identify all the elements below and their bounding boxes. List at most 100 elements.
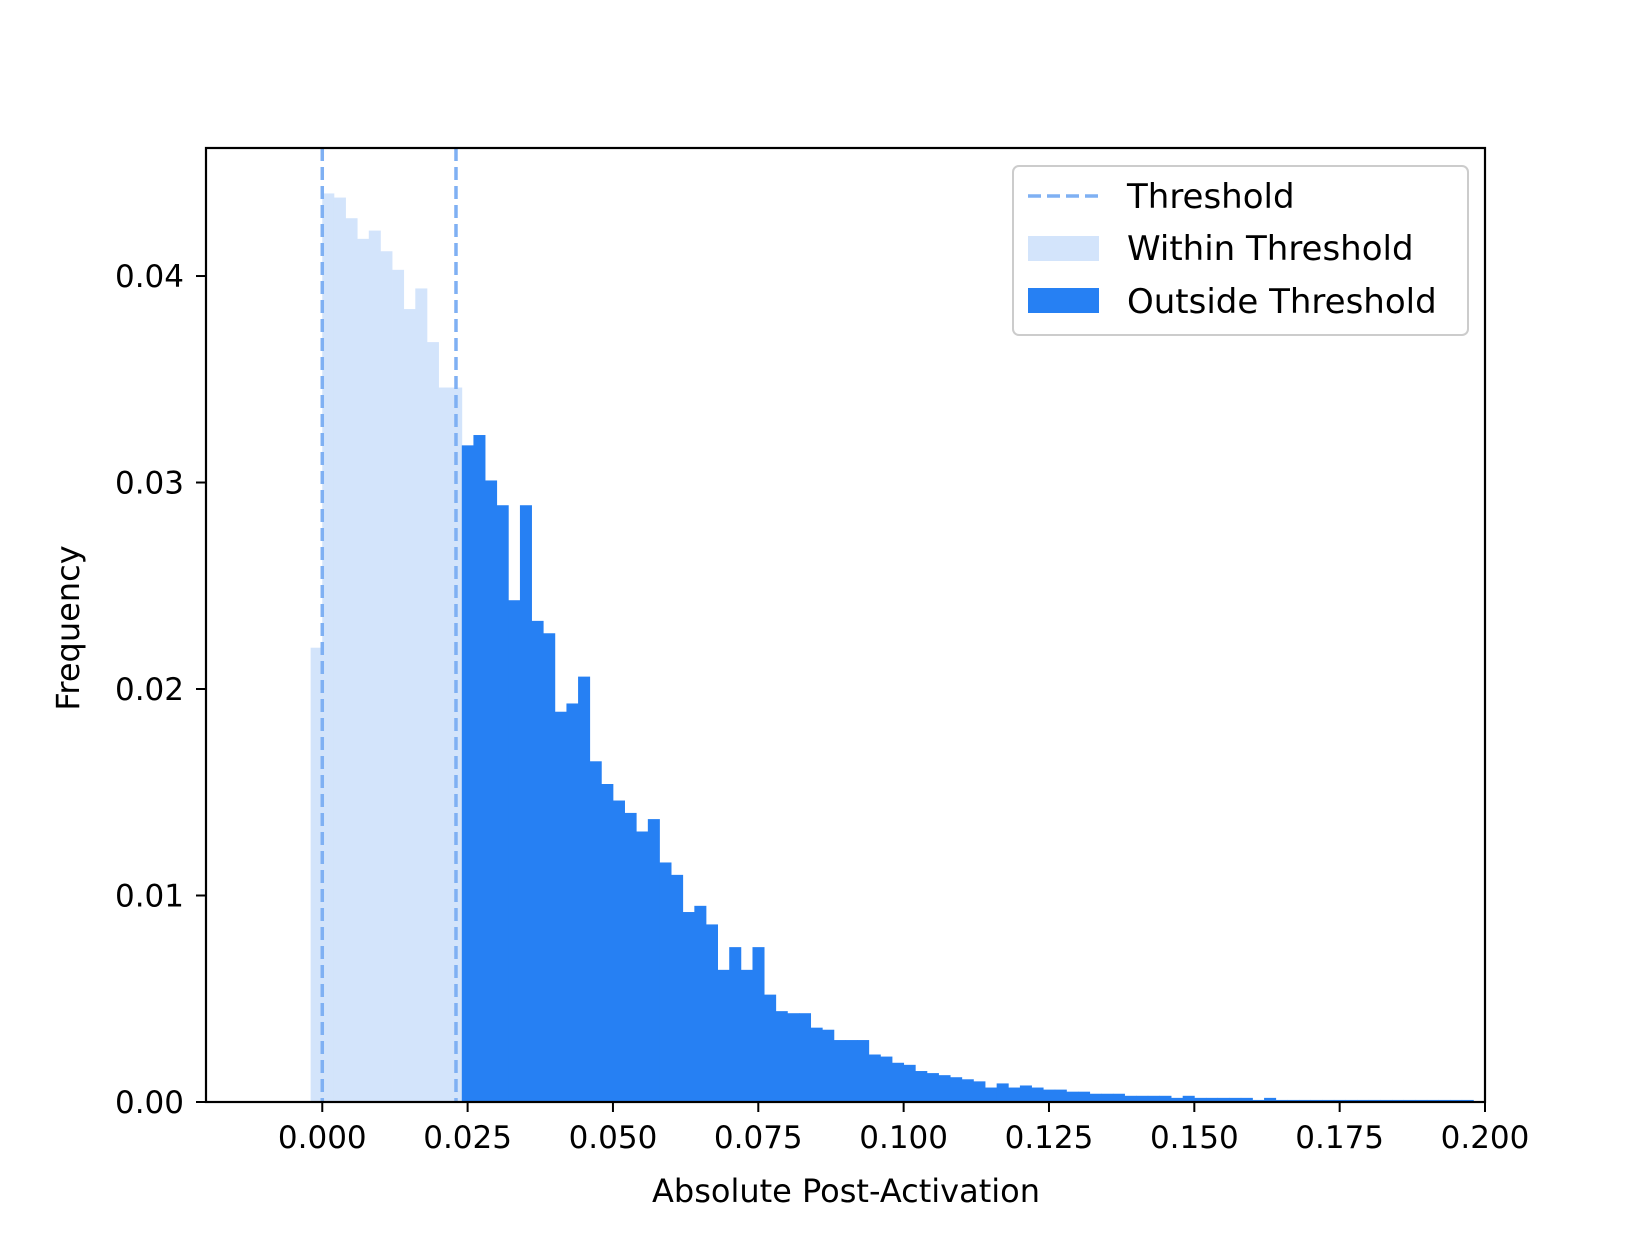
threshold-lines-layer	[320, 148, 458, 1102]
outside-threshold-bar	[612, 800, 625, 1102]
outside-threshold-bar	[496, 505, 509, 1102]
outside-threshold-bar	[519, 505, 532, 1102]
outside-threshold-bar	[926, 1073, 939, 1102]
outside-threshold-bar	[810, 1027, 823, 1102]
outside-threshold-bar	[578, 676, 591, 1102]
outside-threshold-bar	[985, 1087, 998, 1102]
legend-label-threshold: Threshold	[1126, 177, 1295, 217]
within-threshold-bar	[357, 238, 370, 1102]
outside-threshold-bar	[775, 1011, 788, 1102]
within-threshold-bar	[380, 251, 393, 1102]
outside-threshold-bar	[589, 761, 602, 1102]
outside-threshold-bar	[1066, 1091, 1079, 1102]
legend-outside-swatch	[1028, 288, 1099, 313]
x-tick-label: 0.150	[1150, 1120, 1239, 1156]
outside-threshold-bar	[671, 874, 684, 1102]
outside-threshold-bar	[1078, 1091, 1091, 1102]
y-axis-ticks: 0.00 0.01 0.02 0.03 0.04	[115, 259, 206, 1121]
legend-label-outside: Outside Threshold	[1127, 282, 1437, 322]
within-threshold-bar	[310, 647, 323, 1102]
within-threshold-bar	[403, 309, 416, 1102]
x-axis-label: Absolute Post-Activation	[652, 1172, 1040, 1210]
outside-threshold-bar	[1205, 1097, 1218, 1102]
outside-threshold-bar	[950, 1077, 963, 1102]
outside-threshold-bar	[1147, 1095, 1160, 1102]
outside-threshold-bar	[566, 703, 579, 1102]
outside-threshold-bar	[624, 812, 637, 1102]
outside-threshold-bar	[740, 969, 753, 1102]
outside-threshold-bar	[694, 905, 707, 1102]
outside-threshold-bar	[659, 862, 672, 1102]
outside-threshold-bar	[996, 1083, 1009, 1102]
x-tick-label: 0.200	[1441, 1120, 1530, 1156]
outside-threshold-bar	[868, 1054, 881, 1102]
outside-threshold-bar	[1217, 1097, 1230, 1102]
bars-layer	[310, 193, 1474, 1103]
outside-threshold-bar	[1182, 1095, 1195, 1102]
outside-threshold-bar	[1089, 1093, 1102, 1102]
outside-threshold-bar	[845, 1040, 858, 1102]
outside-threshold-bar	[938, 1075, 951, 1102]
outside-threshold-bar	[752, 947, 765, 1102]
outside-threshold-bar	[880, 1056, 893, 1102]
outside-threshold-bar	[798, 1013, 812, 1102]
outside-threshold-bar	[682, 912, 695, 1102]
y-tick-label: 0.00	[115, 1085, 184, 1121]
outside-threshold-bar	[857, 1040, 870, 1102]
within-threshold-bar	[345, 218, 358, 1103]
y-tick-label: 0.03	[115, 466, 184, 502]
x-tick-label: 0.125	[1005, 1120, 1094, 1156]
x-tick-label: 0.025	[423, 1120, 512, 1156]
outside-threshold-bar	[1054, 1089, 1067, 1102]
x-axis-ticks: 0.000 0.025 0.050 0.075 0.100 0.125 0.150 0.175…	[278, 1102, 1529, 1156]
legend: Threshold Within Threshold Outside Thres…	[1012, 165, 1469, 336]
outside-threshold-bar	[1019, 1085, 1032, 1102]
legend-within-swatch	[1028, 236, 1099, 261]
axes-frame	[204, 146, 1487, 1104]
outside-threshold-bar	[903, 1064, 916, 1102]
x-tick-label: 0.100	[859, 1120, 948, 1156]
outside-threshold-bar	[1112, 1093, 1125, 1102]
outside-threshold-bar	[1229, 1097, 1242, 1102]
outside-threshold-bar	[485, 480, 498, 1102]
x-tick-label: 0.075	[714, 1120, 803, 1156]
outside-threshold-bar	[1008, 1087, 1021, 1102]
within-threshold-bar	[392, 269, 405, 1102]
y-tick-label: 0.02	[115, 672, 184, 708]
outside-threshold-bar	[1159, 1095, 1172, 1102]
outside-threshold-bar	[717, 969, 730, 1102]
outside-threshold-bar	[473, 435, 486, 1102]
outside-threshold-bar	[601, 784, 614, 1102]
outside-threshold-bar	[647, 819, 660, 1102]
outside-threshold-bar	[461, 445, 474, 1102]
outside-threshold-bar	[729, 947, 742, 1102]
legend-label-within: Within Threshold	[1127, 229, 1414, 269]
outside-threshold-bar	[764, 994, 777, 1102]
outside-threshold-bar	[1264, 1097, 1277, 1102]
outside-threshold-bar	[508, 600, 521, 1102]
outside-threshold-bar	[705, 924, 718, 1102]
outside-threshold-bar	[543, 633, 556, 1102]
within-threshold-bar	[322, 193, 335, 1102]
outside-threshold-bar	[961, 1079, 974, 1102]
outside-threshold-bar	[1043, 1089, 1056, 1102]
outside-threshold-bar	[973, 1081, 986, 1102]
y-tick-label: 0.04	[115, 259, 184, 295]
y-axis-label: Frequency	[49, 545, 87, 710]
outside-threshold-bar	[1194, 1097, 1207, 1102]
outside-threshold-bar	[915, 1071, 928, 1102]
within-threshold-bar	[415, 288, 428, 1102]
outside-threshold-bar	[1031, 1087, 1044, 1102]
legend-box	[1012, 165, 1469, 336]
outside-threshold-bar	[822, 1029, 835, 1102]
outside-threshold-bar	[636, 831, 649, 1102]
y-tick-label: 0.01	[115, 879, 184, 915]
within-threshold-bar	[368, 230, 381, 1102]
outside-threshold-bar	[554, 711, 567, 1102]
outside-threshold-bar	[1136, 1095, 1149, 1102]
outside-threshold-bar	[892, 1062, 905, 1102]
outside-threshold-bar	[531, 620, 544, 1102]
outside-threshold-bar	[1124, 1095, 1137, 1102]
within-threshold-bar	[426, 342, 439, 1102]
